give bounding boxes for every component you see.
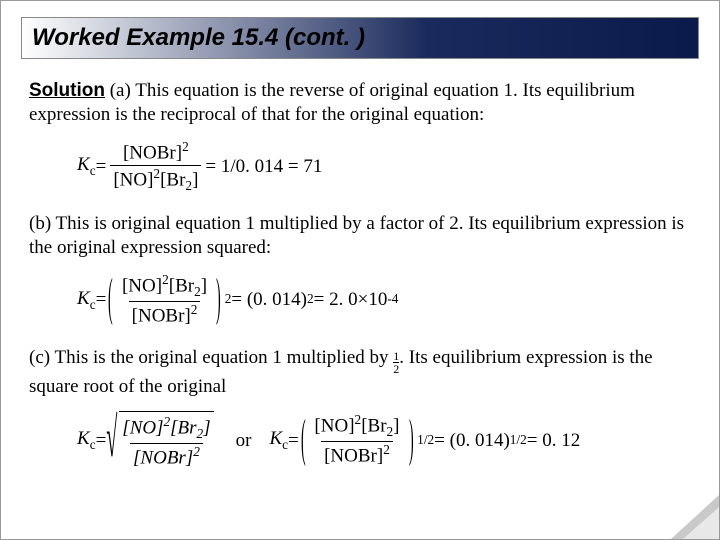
- bracket-open-c: (: [301, 408, 306, 473]
- kc-b: Kc: [77, 287, 96, 313]
- equation-c: Kc = √ [NO]2[Br2] [NOBr]2 or Kc = ( [NO]…: [77, 411, 691, 470]
- bracket-close-c: ): [409, 408, 414, 473]
- nb2c: ]: [201, 275, 207, 296]
- kc-letter-b: K: [77, 288, 90, 309]
- sqrt-den: [NOBr]2: [130, 443, 203, 470]
- kcl1: K: [77, 428, 90, 449]
- bracket-close-b: ): [216, 267, 221, 332]
- nc1: [NO]: [314, 416, 354, 437]
- rhs-c2: = 0. 12: [527, 429, 580, 453]
- sn2c: ]: [203, 417, 210, 438]
- corner-fold: [683, 507, 719, 539]
- rhs-a: = 1/0. 014 = 71: [205, 155, 322, 179]
- num-a: [NOBr]2: [120, 139, 192, 165]
- sn1: [NO]: [122, 417, 163, 438]
- sd1s: 2: [193, 444, 200, 459]
- eqs-c2: =: [288, 429, 299, 453]
- db1: [NOBr]: [132, 305, 191, 326]
- den-a1: [NO]: [113, 169, 153, 190]
- den-a2-c: ]: [192, 169, 198, 190]
- exp-c: 1/2: [417, 432, 434, 449]
- sn2: [Br: [170, 417, 196, 438]
- rhs-b1: = (0. 014): [231, 288, 307, 312]
- nb1: [NO]: [122, 275, 162, 296]
- eq-sign-b: =: [96, 288, 107, 312]
- kc-a: Kc: [77, 153, 96, 179]
- num-a-t: [NOBr]: [123, 142, 182, 163]
- title-bar: Worked Example 15.4 (cont. ): [21, 17, 699, 59]
- db1s: 2: [191, 302, 198, 317]
- or-text: or: [236, 429, 252, 453]
- slide-title: Worked Example 15.4 (cont. ): [32, 24, 688, 52]
- sqrt-sym: √: [106, 405, 117, 475]
- nb2s: 2: [194, 284, 201, 299]
- den-b: [NOBr]2: [129, 301, 201, 328]
- num-a-sup: 2: [182, 139, 189, 154]
- num-c: [NO]2[Br2]: [311, 412, 402, 441]
- num-b: [NO]2[Br2]: [119, 272, 210, 301]
- equation-a: Kc = [NOBr]2 [NO]2[Br2] = 1/0. 014 = 71: [77, 139, 691, 195]
- bracket-open-b: (: [108, 267, 113, 332]
- sd1: [NOBr]: [133, 447, 193, 468]
- den-a: [NO]2[Br2]: [110, 165, 201, 195]
- frac-c: [NO]2[Br2] [NOBr]2: [311, 412, 402, 468]
- kc-letter: K: [77, 154, 90, 175]
- exp-b: 2: [225, 291, 232, 308]
- den-c: [NOBr]2: [321, 441, 393, 468]
- para-a-text: (a) This equation is the reverse of orig…: [29, 80, 635, 125]
- nb1s: 2: [162, 272, 169, 287]
- rhs-b2: = 2. 0×10: [314, 288, 388, 312]
- dc1: [NOBr]: [324, 446, 383, 467]
- slide: Worked Example 15.4 (cont. ) Solution (a…: [0, 0, 720, 540]
- kc-c2: Kc: [269, 427, 288, 453]
- content-area: Solution (a) This equation is the revers…: [1, 69, 719, 470]
- dc1s: 2: [383, 442, 390, 457]
- sqrt-num: [NO]2[Br2]: [119, 414, 213, 443]
- kcl2: K: [269, 428, 282, 449]
- sqrt-frac: [NO]2[Br2] [NOBr]2: [119, 411, 213, 470]
- equation-b: Kc = ( [NO]2[Br2] [NOBr]2 ) 2 = (0. 014)…: [77, 272, 691, 328]
- paragraph-b: (b) This is original equation 1 multipli…: [29, 212, 691, 260]
- frac-a: [NOBr]2 [NO]2[Br2]: [110, 139, 201, 195]
- rhs-c1: = (0. 014): [434, 429, 510, 453]
- paragraph-c: (c) This is the original equation 1 mult…: [29, 346, 691, 399]
- paragraph-a: Solution (a) This equation is the revers…: [29, 79, 691, 127]
- eq-sign-a: =: [96, 155, 107, 179]
- eqs-c1: =: [96, 429, 107, 453]
- rhs-b2s: -4: [387, 291, 398, 308]
- solution-label: Solution: [29, 80, 105, 101]
- para-c1: (c) This is the original equation 1 mult…: [29, 347, 393, 368]
- rhs-c1s: 1/2: [510, 432, 527, 449]
- frac-b: [NO]2[Br2] [NOBr]2: [119, 272, 210, 328]
- nb2: [Br: [169, 275, 194, 296]
- nc2c: ]: [393, 416, 399, 437]
- kc-c1: Kc: [77, 427, 96, 453]
- den-a2: [Br: [160, 169, 185, 190]
- rhs-b1s: 2: [307, 291, 314, 308]
- nc2: [Br: [361, 416, 386, 437]
